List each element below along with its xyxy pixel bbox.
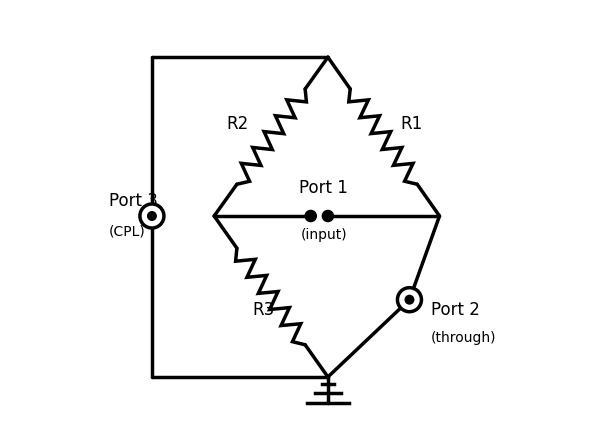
Text: (CPL): (CPL) — [109, 224, 146, 238]
Text: R1: R1 — [400, 115, 423, 133]
Circle shape — [397, 288, 421, 312]
Text: Port 1: Port 1 — [299, 179, 348, 197]
Text: R2: R2 — [227, 115, 249, 133]
Circle shape — [322, 210, 334, 222]
Circle shape — [305, 210, 316, 222]
Text: R3: R3 — [253, 302, 275, 319]
Circle shape — [405, 295, 414, 304]
Text: (through): (through) — [431, 331, 496, 345]
Text: (input): (input) — [300, 229, 347, 242]
Circle shape — [148, 212, 156, 220]
Text: Port 3: Port 3 — [109, 192, 158, 210]
Text: Port 2: Port 2 — [431, 302, 480, 319]
Circle shape — [140, 204, 164, 228]
